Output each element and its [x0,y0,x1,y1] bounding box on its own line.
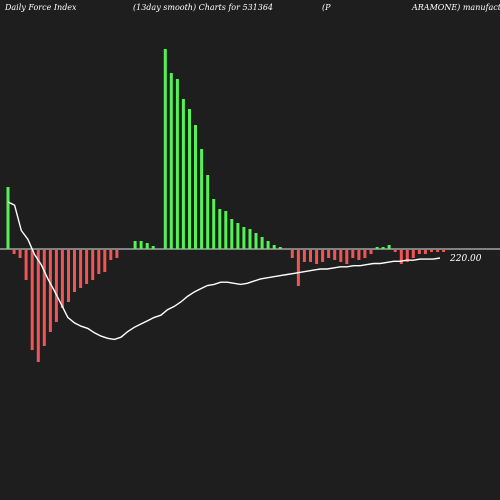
force-bar [12,250,16,254]
force-bar [24,250,28,280]
force-bar [242,227,246,249]
force-bar [109,250,113,260]
force-bar [315,250,319,264]
price-line-label: 220.00 [449,254,482,264]
force-bar [266,241,270,249]
force-bar [254,233,258,249]
force-bar [224,211,228,249]
force-bar [175,79,179,249]
force-bar [436,250,440,252]
force-bar [206,175,210,249]
force-bar [405,250,409,262]
force-bar [230,219,234,249]
chart-title-right-a: (P [322,3,331,12]
force-bar [200,149,204,249]
force-bar [423,250,427,254]
force-bar [133,241,137,249]
force-bar [345,250,349,264]
force-bar [393,250,397,252]
force-bar [333,250,337,260]
force-bar [296,250,300,286]
force-bar [6,187,10,249]
force-bar [139,241,143,249]
force-bar [417,250,421,254]
force-bar [188,109,191,249]
chart-title-left: Daily Force Index [5,3,77,12]
force-bar [339,250,343,262]
force-bar [321,250,325,262]
force-bar [60,250,64,308]
force-bar [212,199,216,249]
force-bar [327,250,331,258]
force-bar [194,125,197,249]
force-bar [278,247,282,249]
force-bar [381,247,385,249]
force-bar [163,49,167,249]
force-bar [442,250,446,252]
force-bar [218,209,222,249]
force-bar [18,250,22,258]
force-bar [430,250,433,252]
force-bar [54,250,58,322]
force-bar [79,250,83,288]
price-line [7,201,441,341]
force-bar [387,245,391,249]
force-bar [248,229,252,249]
force-bar [169,73,173,249]
chart-title-center: (13day smooth) Charts for 531364 [133,3,274,12]
force-bar [260,237,264,249]
force-bar [181,99,185,249]
force-bar [369,250,373,254]
force-bar [309,250,312,262]
force-bar [302,250,306,262]
force-bar [85,250,89,284]
force-bar [363,250,367,258]
force-bar [290,250,294,258]
force-bar [73,250,76,292]
force-bar [30,250,34,350]
force-bar [97,250,101,274]
force-bar [42,250,46,346]
force-bar [236,223,240,249]
force-bar [357,250,361,260]
force-bar [67,250,70,302]
force-bar [411,250,415,258]
force-bar [48,250,52,332]
force-bar [91,250,95,280]
force-bar [399,250,403,264]
chart-title-right-b: ARAMONE) manufacturi [412,3,500,12]
force-bar [272,245,276,249]
force-bar [375,247,379,249]
force-bar [115,250,119,258]
force-bar [351,250,355,258]
force-bar [103,250,107,272]
force-bar [145,243,149,249]
force-bar [151,246,155,249]
force-bar [36,250,40,362]
